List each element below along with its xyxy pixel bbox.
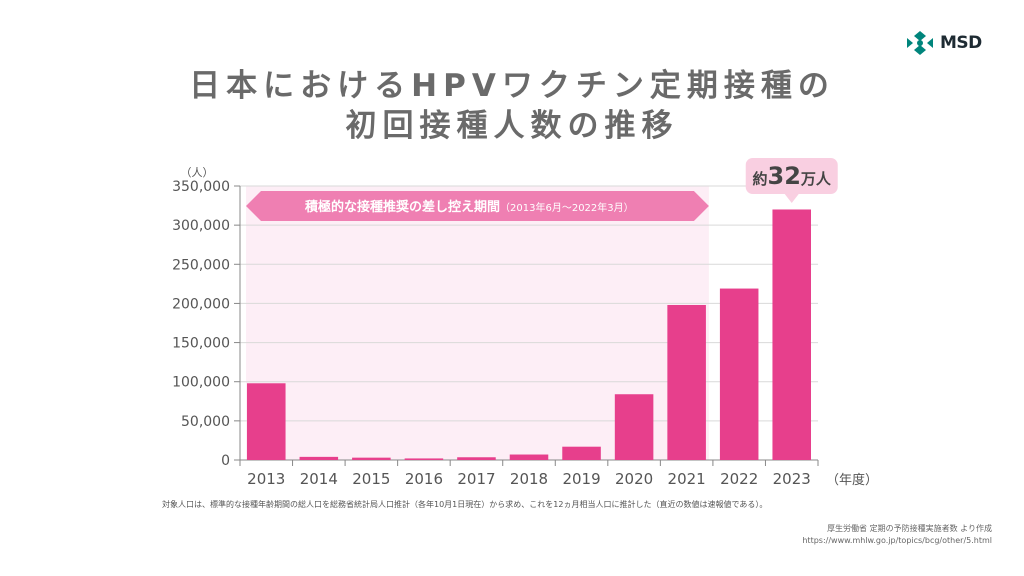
y-axis-unit: （人） (181, 166, 214, 179)
source-note: 厚生労働省 定期の予防接種実施者数 より作成 https://www.mhlw.… (760, 523, 992, 547)
x-tick-label: 2017 (457, 470, 495, 488)
bar-2020 (614, 394, 654, 460)
x-axis-unit: （年度） (826, 472, 878, 488)
bar-2014 (299, 456, 339, 460)
bar-2018 (509, 454, 549, 460)
source-url: https://www.mhlw.go.jp/topics/bcg/other/… (802, 536, 992, 545)
y-tick-label: 250,000 (172, 257, 230, 273)
msd-logo: MSD (905, 30, 982, 56)
x-tick-label: 2016 (405, 470, 443, 488)
highlight-period-banner (246, 191, 709, 221)
y-tick-label: 100,000 (172, 375, 230, 391)
bar-2013 (247, 383, 286, 460)
callout-label: 約32万人 (753, 162, 832, 190)
y-tick-label: 350,000 (172, 179, 230, 195)
highlight-period-label-dates: （2013年6月～2022年3月） (500, 201, 634, 214)
x-tick-label: 2015 (352, 470, 390, 488)
bar-2016 (404, 458, 444, 460)
title-line-2: 初回接種人数の推移 (345, 108, 679, 144)
bar-2023 (772, 209, 811, 460)
callout-number: 32 (768, 162, 801, 190)
callout-suffix: 万人 (800, 170, 832, 188)
page-title: 日本におけるHPVワクチン定期接種の 初回接種人数の推移 (0, 66, 1024, 146)
source-line-1: 厚生労働省 定期の予防接種実施者数 より作成 (827, 524, 992, 533)
title-line-1: 日本におけるHPVワクチン定期接種の (189, 68, 835, 104)
callout-prefix: 約 (753, 170, 768, 188)
bar-2021 (667, 304, 706, 460)
bar-2017 (457, 457, 496, 460)
x-tick-label: 2022 (720, 470, 758, 488)
x-tick-label: 2023 (773, 470, 811, 488)
highlight-period-label-main: 積極的な接種推奨の差し控え期間 (304, 199, 500, 215)
msd-logo-text: MSD (940, 33, 982, 53)
y-tick-label: 150,000 (172, 336, 230, 352)
x-tick-label: 2019 (562, 470, 600, 488)
y-tick-label: 300,000 (172, 218, 230, 234)
x-tick-label: 2018 (510, 470, 548, 488)
x-tick-label: 2021 (668, 470, 706, 488)
bar-2015 (352, 457, 391, 460)
msd-logo-icon (907, 31, 933, 55)
x-tick-label: 2013 (247, 470, 285, 488)
bar-2019 (562, 446, 601, 460)
x-tick-label: 2020 (615, 470, 653, 488)
x-tick-label: 2014 (300, 470, 338, 488)
footnote: 対象人口は、標準的な接種年齢期間の総人口を総務省統計局人口推計（各年10月1日現… (162, 500, 768, 509)
y-tick-label: 0 (221, 453, 230, 469)
callout-pointer (784, 194, 799, 203)
bar-2022 (719, 288, 759, 460)
y-tick-label: 200,000 (172, 296, 230, 312)
highlight-period-label: 積極的な接種推奨の差し控え期間（2013年6月～2022年3月） (304, 199, 634, 215)
callout-bubble (745, 158, 838, 194)
y-tick-label: 50,000 (181, 414, 230, 430)
